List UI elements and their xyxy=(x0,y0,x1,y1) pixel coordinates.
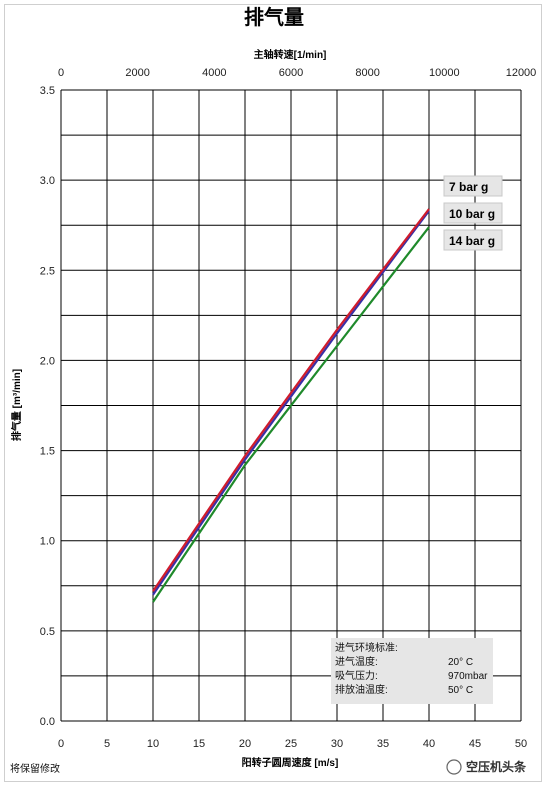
series-lines xyxy=(152,208,430,603)
conditions-heading: 进气环境标准: xyxy=(335,641,398,654)
y-tick-label: 0.0 xyxy=(40,716,55,728)
x-tick-label: 20 xyxy=(239,738,251,750)
y-tick-label: 3.5 xyxy=(40,85,55,97)
top-tick-label: 2000 xyxy=(125,67,149,79)
x-tick-label: 15 xyxy=(193,738,205,750)
x-axis-ticks: 0 5 10 15 20 25 30 35 40 45 50 xyxy=(58,738,527,750)
y-axis-label: 排气量 [m³/min] xyxy=(10,369,23,441)
top-tick-label: 10000 xyxy=(429,67,460,79)
series-line xyxy=(152,210,430,596)
top-tick-label: 12000 xyxy=(506,67,537,79)
wechat-icon xyxy=(446,759,462,775)
x-tick-label: 0 xyxy=(58,738,64,750)
legend-box xyxy=(443,175,503,197)
legend-label: 14 bar g xyxy=(449,234,495,248)
series-line xyxy=(152,226,430,603)
condition-value: 20° C xyxy=(448,657,473,668)
legend-box xyxy=(443,202,503,224)
series-line xyxy=(152,208,430,592)
watermark-text: 空压机头条 xyxy=(466,759,527,774)
y-tick-label: 3.0 xyxy=(40,175,55,187)
x-axis-label: 阳转子圆周速度 [m/s] xyxy=(242,756,339,769)
x-tick-label: 35 xyxy=(377,738,389,750)
watermark: 空压机头条 xyxy=(446,759,527,775)
condition-label: 进气温度: xyxy=(335,655,378,668)
top-tick-label: 0 xyxy=(58,67,64,79)
intake-conditions-box: 进气环境标准:进气温度: 20° C 吸气压力: 970mbar 排放油温度: 50° C xyxy=(331,638,493,704)
top-axis-ticks: 0 2000 4000 6000 8000 10000 12000 xyxy=(58,67,536,79)
footnote: 将保留修改 xyxy=(10,762,60,775)
y-tick-label: 0.5 xyxy=(40,626,55,638)
top-tick-label: 8000 xyxy=(355,67,379,79)
y-axis-ticks: 0.0 0.5 1.0 1.5 2.0 2.5 3.0 3.5 xyxy=(40,85,55,728)
y-tick-label: 2.0 xyxy=(40,355,55,367)
x-tick-label: 50 xyxy=(515,738,527,750)
x-tick-label: 45 xyxy=(469,738,481,750)
conditions-background xyxy=(331,638,493,704)
x-tick-label: 10 xyxy=(147,738,159,750)
condition-label: 排放油温度: xyxy=(335,683,388,696)
y-tick-label: 2.5 xyxy=(40,265,55,277)
x-tick-label: 40 xyxy=(423,738,435,750)
x-tick-label: 25 xyxy=(285,738,297,750)
top-tick-label: 4000 xyxy=(202,67,226,79)
grid xyxy=(60,89,522,722)
condition-value: 50° C xyxy=(448,685,473,696)
y-tick-label: 1.5 xyxy=(40,446,55,458)
condition-label: 吸气压力: xyxy=(335,669,378,682)
chart-title: 排气量 xyxy=(244,5,304,29)
x-tick-label: 5 xyxy=(104,738,110,750)
x-tick-label: 30 xyxy=(331,738,343,750)
legend-box xyxy=(443,229,503,251)
top-axis-label: 主轴转速[1/min] xyxy=(254,48,327,61)
top-tick-label: 6000 xyxy=(279,67,303,79)
legend: 7 bar g 10 bar g 14 bar g xyxy=(443,175,503,251)
legend-label: 10 bar g xyxy=(449,207,495,221)
y-tick-label: 1.0 xyxy=(40,536,55,548)
condition-value: 970mbar xyxy=(448,671,488,682)
legend-label: 7 bar g xyxy=(449,180,488,194)
